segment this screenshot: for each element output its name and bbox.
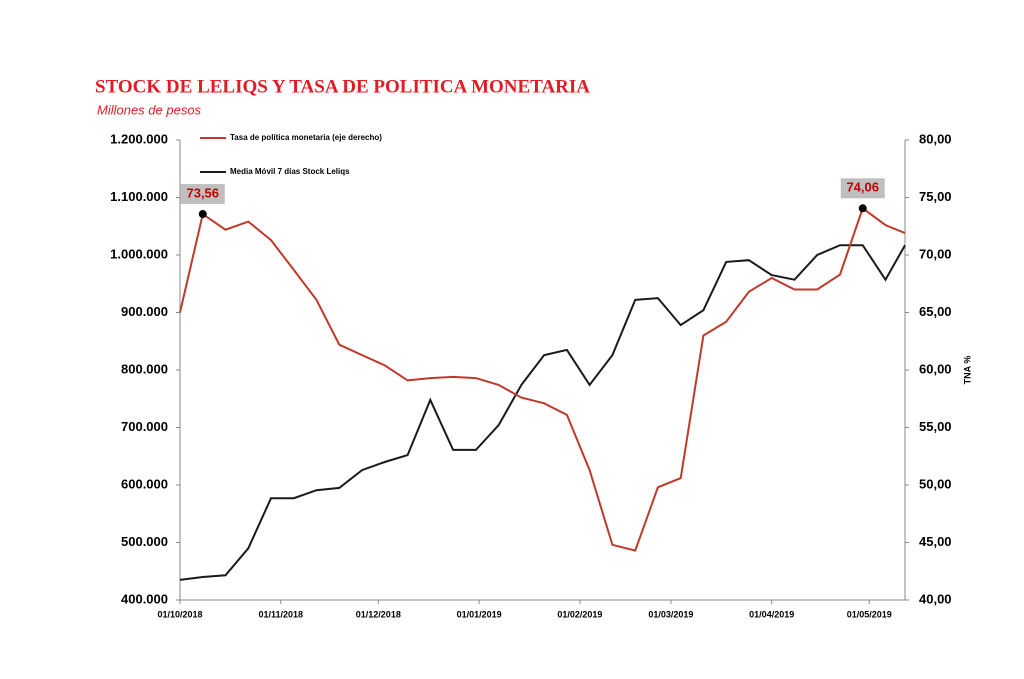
- y-tick-label: 1.000.000: [110, 246, 168, 261]
- x-tick-label: 01/10/2018: [157, 609, 202, 619]
- y2-axis-label: TNA %: [962, 356, 972, 385]
- y-tick-label: 800.000: [121, 361, 168, 376]
- y2-tick-label: 60,00: [919, 361, 952, 376]
- y-tick-label: 1.200.000: [110, 131, 168, 146]
- series-line: [179, 206, 906, 552]
- y-tick-label: 1.100.000: [110, 189, 168, 204]
- label-box: [180, 184, 225, 205]
- y-tick-label: 500.000: [121, 534, 168, 549]
- y2-tick-label: 65,00: [919, 304, 952, 319]
- y-tick-label: 900.000: [121, 304, 168, 319]
- y2-tick-label: 70,00: [919, 246, 952, 261]
- y-tick-label: 600.000: [121, 476, 168, 491]
- x-tick-label: 01/12/2018: [356, 609, 401, 619]
- chart-title: STOCK DE LELIQS Y TASA DE POLITICA MONET…: [95, 76, 590, 97]
- x-tick-label: 01/02/2019: [557, 609, 602, 619]
- y2-tick-label: 55,00: [919, 419, 952, 434]
- legend-label: Media Móvil 7 días Stock Leliqs: [230, 167, 350, 176]
- point-marker: [198, 210, 207, 219]
- y2-tick-label: 75,00: [919, 189, 952, 204]
- x-tick-label: 01/03/2019: [648, 609, 693, 619]
- y2-tick-label: 40,00: [919, 591, 952, 606]
- label-box: [840, 178, 885, 199]
- point-marker: [858, 204, 867, 213]
- y2-tick-label: 50,00: [919, 476, 952, 491]
- data-label: 73,56: [186, 185, 219, 200]
- y-tick-label: 400.000: [121, 591, 168, 606]
- x-tick-label: 01/11/2018: [259, 609, 304, 619]
- x-tick-label: 01/05/2019: [847, 609, 892, 619]
- data-label: 74,06: [846, 180, 879, 195]
- y-tick-label: 700.000: [121, 419, 168, 434]
- legend-label: Tasa de política monetaria (eje derecho): [230, 133, 382, 142]
- chart-subtitle: Millones de pesos: [97, 102, 202, 117]
- y2-tick-label: 45,00: [919, 534, 952, 549]
- series-line: [179, 244, 906, 581]
- y2-tick-label: 80,00: [919, 131, 952, 146]
- x-tick-label: 01/04/2019: [749, 609, 794, 619]
- x-tick-label: 01/01/2019: [457, 609, 502, 619]
